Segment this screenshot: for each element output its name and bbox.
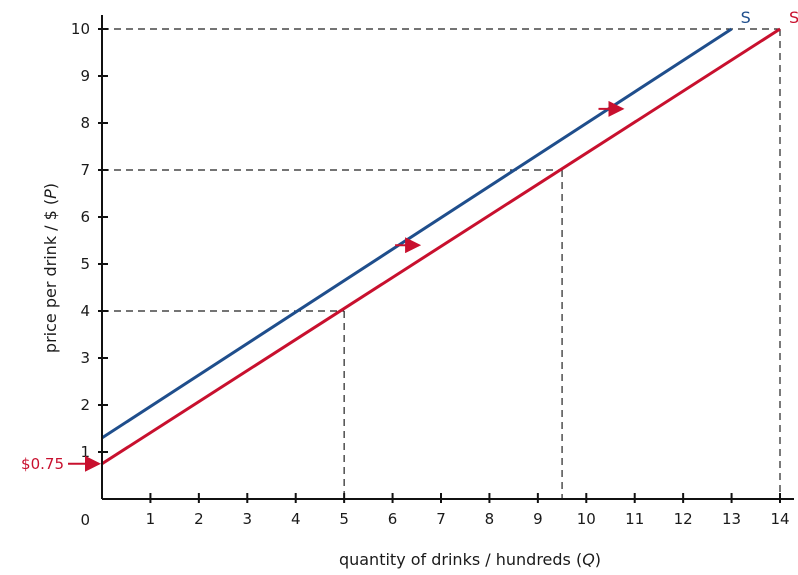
guide-lines bbox=[102, 28, 781, 499]
x-tick-label-4: 4 bbox=[291, 510, 301, 528]
supply-line-1 bbox=[101, 27, 733, 440]
x-tick-label-5: 5 bbox=[339, 510, 349, 528]
supply-curves bbox=[101, 27, 781, 466]
x-tick-label-13: 13 bbox=[722, 510, 741, 528]
y-tick-label-7: 7 bbox=[80, 161, 90, 179]
x-tick-label-8: 8 bbox=[485, 510, 495, 528]
y-tick-label-5: 5 bbox=[80, 255, 90, 273]
x-tick-label-1: 1 bbox=[146, 510, 156, 528]
y-tick-label-10: 10 bbox=[71, 20, 90, 38]
supply-line-2 bbox=[101, 27, 781, 466]
y-tick-label-3: 3 bbox=[80, 349, 90, 367]
axes bbox=[101, 15, 794, 500]
x-tick-label-9: 9 bbox=[533, 510, 543, 528]
intercept-label: $0.75 bbox=[21, 455, 64, 473]
y-tick-label-6: 6 bbox=[80, 208, 90, 226]
y-tick-label-9: 9 bbox=[80, 67, 90, 85]
y-tick-label-1: 1 bbox=[80, 443, 90, 461]
x-tick-label-11: 11 bbox=[625, 510, 644, 528]
y-tick-label-4: 4 bbox=[80, 302, 90, 320]
x-tick-label-12: 12 bbox=[674, 510, 693, 528]
tick-marks bbox=[98, 28, 781, 503]
x-tick-label-6: 6 bbox=[388, 510, 398, 528]
annotations: S S $0.75 bbox=[21, 8, 798, 473]
y-tick-label-2: 2 bbox=[80, 396, 90, 414]
y-axis-title: price per drink / $ (P) bbox=[41, 183, 60, 353]
x-tick-label-14: 14 bbox=[770, 510, 789, 528]
x-tick-label-7: 7 bbox=[436, 510, 446, 528]
x-tick-label-3: 3 bbox=[243, 510, 253, 528]
x-tick-label-10: 10 bbox=[577, 510, 596, 528]
y-tick-label-8: 8 bbox=[80, 114, 90, 132]
x-tick-label-2: 2 bbox=[194, 510, 204, 528]
series-label-2: S bbox=[789, 8, 798, 27]
series-label-1: S bbox=[741, 8, 751, 27]
origin-label: 0 bbox=[80, 511, 90, 529]
x-axis-title: quantity of drinks / hundreds (Q) bbox=[339, 550, 601, 569]
